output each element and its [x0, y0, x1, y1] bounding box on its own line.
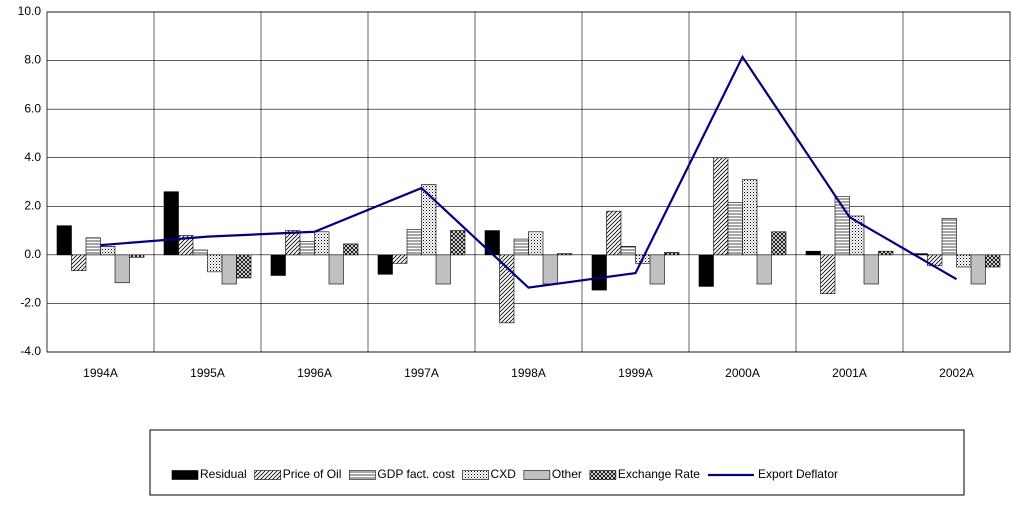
- bar: [542, 254, 558, 285]
- bar: [820, 254, 836, 295]
- legend-swatch: [523, 470, 551, 480]
- bar: [328, 254, 344, 285]
- bar: [499, 254, 515, 324]
- bar: [620, 246, 636, 256]
- legend-swatch: [349, 470, 376, 480]
- bar: [956, 254, 972, 268]
- legend-label: Residual: [200, 467, 247, 481]
- bar: [606, 210, 622, 256]
- bar: [970, 254, 986, 285]
- bar: [392, 254, 408, 264]
- bar: [698, 254, 714, 287]
- legend-swatch: [171, 470, 199, 480]
- bar: [664, 252, 680, 256]
- bar: [484, 230, 500, 256]
- bar: [71, 254, 87, 271]
- bar: [450, 230, 466, 256]
- bar: [805, 250, 821, 256]
- bar: [528, 231, 544, 256]
- bar: [771, 231, 787, 256]
- bar: [863, 254, 879, 285]
- y-tick-label: 2.0: [24, 198, 41, 212]
- legend-label: Other: [552, 467, 582, 481]
- bar: [849, 215, 865, 256]
- x-tick-label: 1997A: [404, 366, 439, 380]
- bar: [406, 229, 422, 256]
- legend-label: GDP fact. cost: [377, 467, 455, 481]
- legend-label: Price of Oil: [283, 467, 342, 481]
- y-tick-label: 8.0: [24, 53, 41, 67]
- y-tick-label: 6.0: [24, 101, 41, 115]
- y-tick-label: 0.0: [24, 247, 41, 261]
- bar: [985, 254, 1001, 268]
- x-tick-label: 1999A: [618, 366, 653, 380]
- bar: [878, 250, 894, 256]
- bar: [192, 249, 208, 256]
- bar: [649, 254, 665, 285]
- bar: [56, 225, 72, 256]
- y-tick-label: -2.0: [20, 296, 41, 310]
- bar: [85, 237, 101, 256]
- bar: [299, 241, 315, 256]
- bar: [129, 254, 145, 258]
- legend-swatch: [462, 470, 489, 480]
- bar: [285, 230, 301, 256]
- bar: [435, 254, 451, 285]
- legend-label: Exchange Rate: [618, 467, 700, 481]
- bar: [377, 254, 393, 275]
- deflator-line: [100, 54, 958, 289]
- bar: [163, 191, 179, 256]
- y-tick-label: -4.0: [20, 344, 41, 358]
- legend-swatch: [254, 470, 282, 480]
- bar: [343, 243, 359, 256]
- bar: [270, 254, 286, 276]
- bar: [727, 202, 743, 256]
- bar: [421, 184, 437, 256]
- legend-label: CXD: [491, 467, 517, 481]
- bar: [557, 253, 573, 256]
- bar: [100, 246, 116, 256]
- y-tick-label: 4.0: [24, 150, 41, 164]
- bar: [756, 254, 772, 285]
- bar: [513, 238, 529, 256]
- bar: [742, 179, 758, 256]
- x-tick-label: 1996A: [297, 366, 332, 380]
- bar: [221, 254, 237, 285]
- x-tick-label: 1995A: [190, 366, 225, 380]
- x-tick-label: 2002A: [939, 366, 974, 380]
- bar: [114, 254, 130, 284]
- legend-label: Export Deflator: [758, 467, 838, 481]
- bar: [178, 235, 194, 256]
- bar: [591, 254, 607, 291]
- legend-swatch: [589, 470, 617, 480]
- y-tick-label: 10.0: [18, 4, 42, 18]
- x-tick-label: 2001A: [832, 366, 867, 380]
- plot-border: [46, 11, 1011, 353]
- bar: [941, 218, 957, 256]
- x-tick-label: 1998A: [511, 366, 546, 380]
- bar: [314, 231, 330, 256]
- x-tick-label: 1994A: [83, 366, 118, 380]
- bar: [713, 157, 729, 256]
- legend-box: [149, 429, 965, 496]
- x-tick-label: 2000A: [725, 366, 760, 380]
- bar: [236, 254, 252, 279]
- bar: [207, 254, 223, 273]
